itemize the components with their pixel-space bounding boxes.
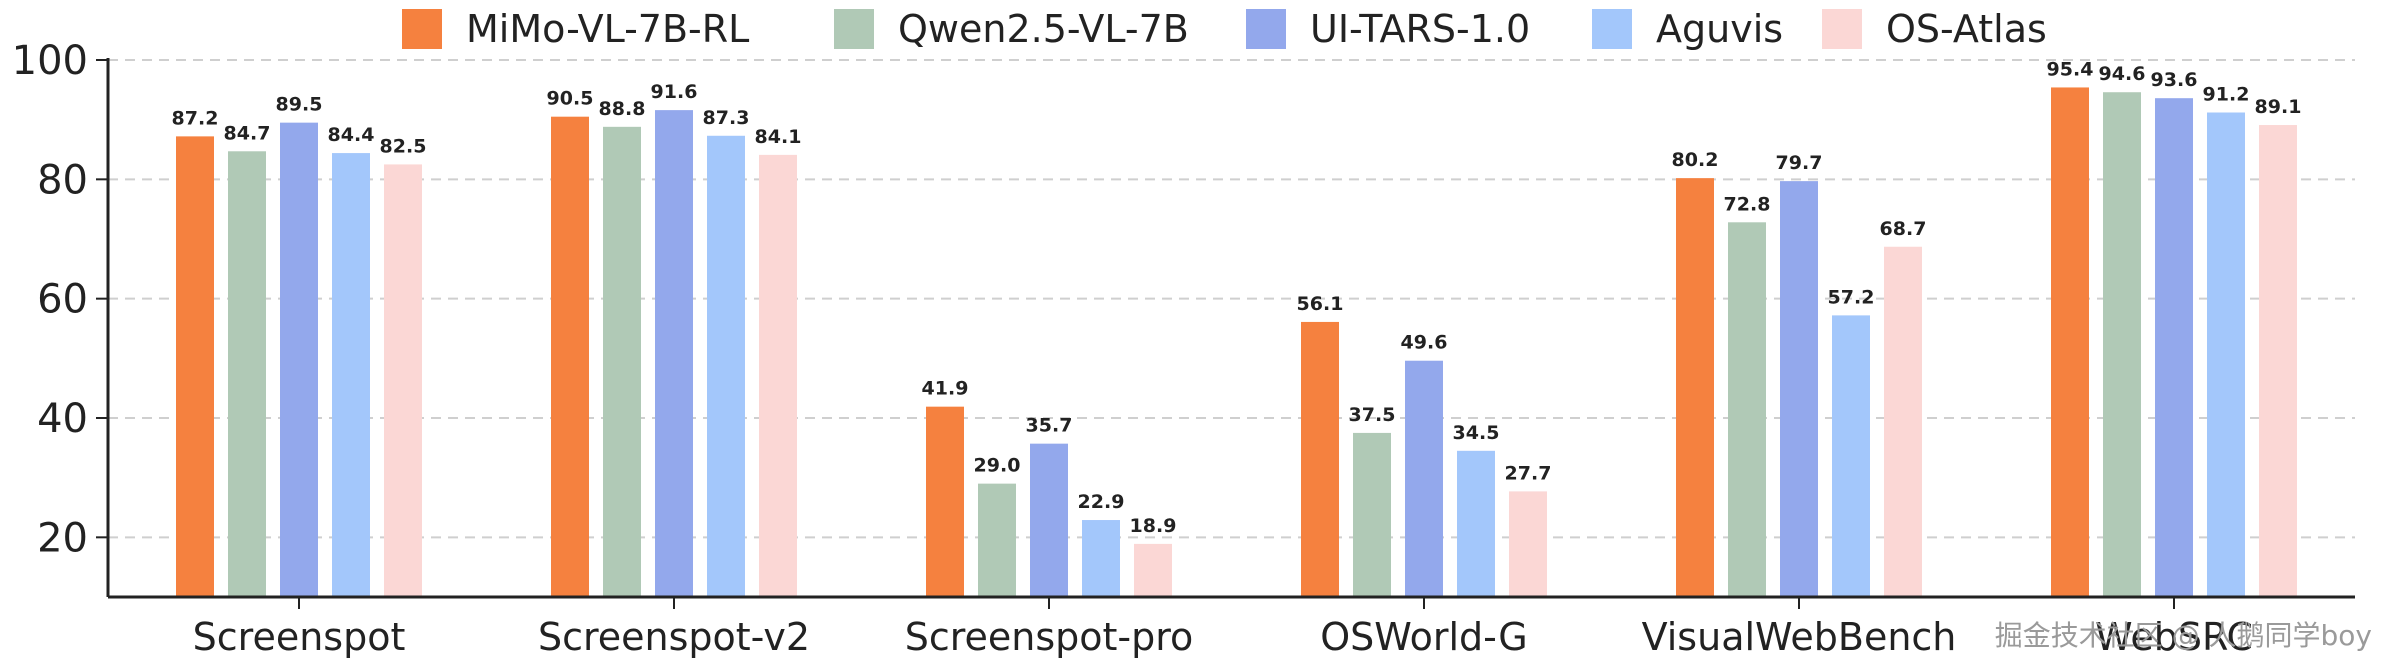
data-label: 87.3 xyxy=(703,107,750,129)
data-label: 84.7 xyxy=(224,122,271,144)
legend-item-qwen: Qwen2.5-VL-7B xyxy=(834,6,1189,52)
data-label: 29.0 xyxy=(974,455,1021,477)
bar xyxy=(1457,450,1495,597)
legend-label-mimo: MiMo-VL-7B-RL xyxy=(466,7,750,51)
bar xyxy=(1134,543,1172,597)
bar xyxy=(926,406,964,597)
y-tick-label: 20 xyxy=(37,515,88,561)
bar xyxy=(1405,360,1443,597)
x-tick-label: VisualWebBench xyxy=(1642,615,1957,659)
grid-layer xyxy=(108,59,2355,539)
data-label: 80.2 xyxy=(1672,149,1719,171)
legend-label-aguvis: Aguvis xyxy=(1656,7,1784,51)
bar xyxy=(1301,321,1339,597)
data-label: 88.8 xyxy=(599,98,646,120)
legend-item-osatlas: OS-Atlas xyxy=(1822,6,2047,52)
legend-label-qwen: Qwen2.5-VL-7B xyxy=(898,7,1189,51)
x-tick-label: WebSRC xyxy=(2095,615,2253,659)
bar xyxy=(1780,181,1818,597)
data-label: 34.5 xyxy=(1453,422,1500,444)
bars-layer xyxy=(176,87,2297,598)
bar xyxy=(2207,112,2245,598)
data-label: 79.7 xyxy=(1776,152,1823,174)
y-tick-label: 60 xyxy=(37,277,88,323)
data-label: 68.7 xyxy=(1880,218,1927,240)
y-tick-label: 80 xyxy=(37,157,88,203)
legend-label-osatlas: OS-Atlas xyxy=(1886,7,2047,51)
y-tick-label: 100 xyxy=(12,38,88,84)
bar xyxy=(384,164,422,597)
data-label: 95.4 xyxy=(2047,58,2094,80)
x-tick-label: Screenspot-pro xyxy=(905,615,1194,659)
data-label: 89.1 xyxy=(2255,96,2302,118)
data-label: 56.1 xyxy=(1297,293,1344,315)
data-label: 94.6 xyxy=(2099,63,2146,85)
data-label: 90.5 xyxy=(547,88,594,110)
bar xyxy=(551,116,589,597)
bar xyxy=(2155,98,2193,597)
data-label: 35.7 xyxy=(1026,415,1073,437)
legend-item-uitars: UI-TARS-1.0 xyxy=(1246,6,1530,52)
data-label: 87.2 xyxy=(172,107,219,129)
bar xyxy=(332,153,370,597)
bar xyxy=(978,483,1016,597)
bar xyxy=(2103,92,2141,597)
data-label: 89.5 xyxy=(276,94,323,116)
legend-swatch-aguvis xyxy=(1592,9,1632,49)
data-labels-layer: 87.284.789.584.482.5 90.5 88.891.687.384.1… xyxy=(172,58,2302,536)
bar xyxy=(280,122,318,598)
data-label: 84.1 xyxy=(755,126,802,148)
data-label: 84.4 xyxy=(328,124,375,146)
data-label: 93.6 xyxy=(2151,69,2198,91)
legend-item-aguvis: Aguvis xyxy=(1592,6,1783,52)
data-label: 57.2 xyxy=(1828,286,1875,308)
bar xyxy=(1509,491,1547,597)
bar xyxy=(759,154,797,597)
bar xyxy=(707,135,745,597)
legend-swatch-uitars xyxy=(1246,9,1286,49)
x-tick-label: OSWorld-G xyxy=(1320,615,1527,659)
data-label: 27.7 xyxy=(1505,462,1552,484)
axes-layer: 20 40 60 80 100 Screenspot Screenspot-v2 Screen… xyxy=(12,38,2355,659)
data-label: 41.9 xyxy=(922,378,969,400)
bar xyxy=(1082,520,1120,597)
bar xyxy=(176,136,214,597)
x-tick-label: Screenspot-v2 xyxy=(538,615,810,659)
legend-swatch-qwen xyxy=(834,9,874,49)
data-label: 49.6 xyxy=(1401,332,1448,354)
data-label: 91.2 xyxy=(2203,84,2250,106)
data-label: 22.9 xyxy=(1078,491,1125,513)
data-label: 82.5 xyxy=(380,135,427,157)
bar xyxy=(2051,87,2089,598)
bar xyxy=(1728,222,1766,597)
data-label: 91.6 xyxy=(651,81,698,103)
y-tick-label: 40 xyxy=(37,396,88,442)
bar xyxy=(228,151,266,598)
legend-label-uitars: UI-TARS-1.0 xyxy=(1310,7,1531,51)
bar xyxy=(603,126,641,598)
bar xyxy=(1676,178,1714,597)
bar xyxy=(1832,315,1870,597)
legend-item-mimo: MiMo-VL-7B-RL xyxy=(402,6,749,52)
x-tick-label: Screenspot xyxy=(193,615,406,659)
data-label: 18.9 xyxy=(1130,515,1177,537)
legend-swatch-mimo xyxy=(402,9,442,49)
bar xyxy=(1884,246,1922,598)
data-label: 37.5 xyxy=(1349,404,1396,426)
bar xyxy=(2259,125,2297,597)
legend: MiMo-VL-7B-RL Qwen2.5-VL-7B UI-TARS-1.0 … xyxy=(0,0,2386,56)
watermark-text: 掘金技术社区 @ 人鹅同学boy xyxy=(1994,619,2372,652)
bar xyxy=(1353,432,1391,597)
legend-swatch-osatlas xyxy=(1822,9,1862,49)
bar xyxy=(1030,443,1068,597)
data-label: 72.8 xyxy=(1724,193,1771,215)
bar xyxy=(655,110,693,598)
